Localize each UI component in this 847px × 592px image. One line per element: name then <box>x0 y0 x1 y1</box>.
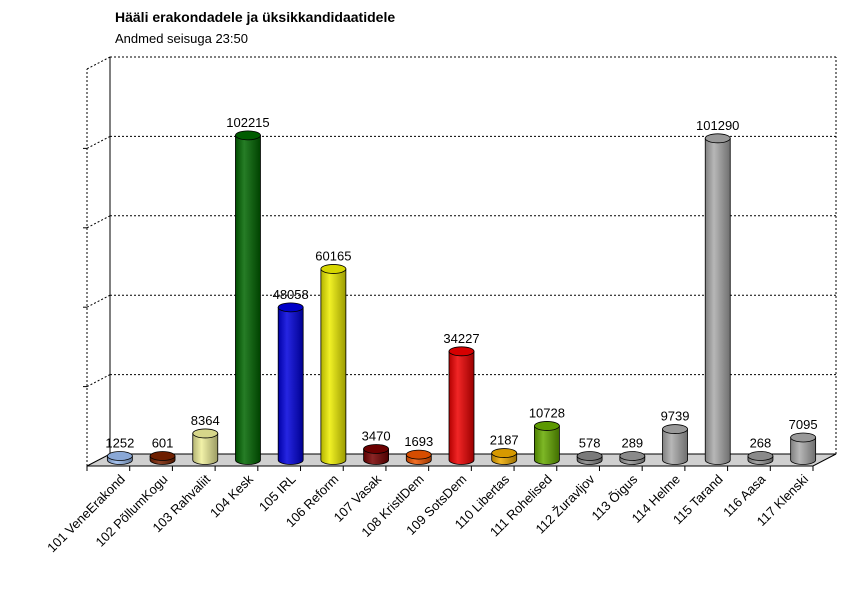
data-label: 2187 <box>490 433 519 448</box>
data-label: 10728 <box>529 405 565 420</box>
data-label: 9739 <box>661 409 690 424</box>
gridline-side <box>86 294 111 308</box>
chart-title: Hääli erakondadele ja üksikkandidaatidel… <box>115 9 396 25</box>
bar <box>149 451 176 465</box>
bar <box>106 451 133 465</box>
data-label: 1252 <box>105 436 134 451</box>
bar <box>235 130 261 465</box>
bar <box>363 444 389 465</box>
data-label: 34227 <box>443 331 479 346</box>
gridline-side <box>86 374 111 388</box>
data-label: 3470 <box>362 428 391 443</box>
gridline-side <box>86 135 111 149</box>
gridline-side <box>86 215 111 229</box>
data-label: 48058 <box>273 287 309 302</box>
bar <box>320 264 347 465</box>
data-label: 578 <box>579 436 601 451</box>
bar <box>534 421 560 465</box>
bar <box>790 432 817 465</box>
data-label: 60165 <box>315 248 351 263</box>
category-label: 101 VeneErakond <box>44 472 128 556</box>
bar <box>576 451 603 465</box>
category-label: 104 Kesk <box>207 471 256 520</box>
side-wall-top-edge <box>86 56 111 70</box>
bar <box>491 448 518 465</box>
data-label: 8364 <box>191 413 220 428</box>
bar <box>662 424 688 465</box>
category-label: 105 IRL <box>256 472 299 515</box>
bar <box>277 302 304 465</box>
bar <box>192 428 219 465</box>
bar <box>747 451 774 465</box>
data-label: 101290 <box>696 118 739 133</box>
data-label: 289 <box>621 436 643 451</box>
data-label: 601 <box>152 436 174 451</box>
data-label: 7095 <box>789 417 818 432</box>
bar <box>448 346 475 465</box>
bar <box>619 451 646 465</box>
data-label: 268 <box>750 436 772 451</box>
data-label: 1693 <box>404 434 433 449</box>
chart-subtitle: Andmed seisuga 23:50 <box>115 31 248 46</box>
bar <box>704 133 731 465</box>
bar <box>405 449 432 465</box>
data-label: 102215 <box>226 115 269 130</box>
